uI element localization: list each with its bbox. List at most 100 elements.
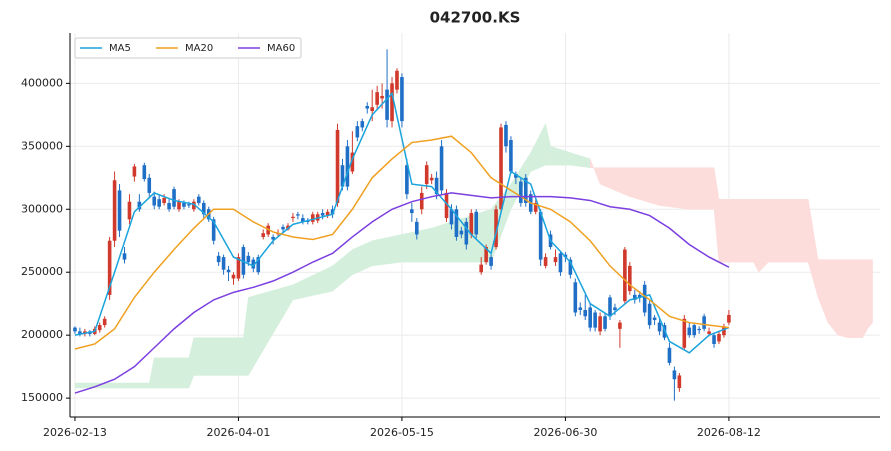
- candle-body: [182, 202, 186, 207]
- candle-body: [296, 214, 300, 216]
- candle-body: [479, 264, 483, 273]
- cloud-segment: [149, 357, 155, 389]
- candle-body: [717, 333, 721, 342]
- legend-label: MA5: [109, 43, 131, 54]
- candle-body: [380, 95, 384, 99]
- cloud-segment: [659, 167, 690, 210]
- candle-body: [499, 127, 503, 210]
- candle-body: [405, 165, 409, 195]
- cloud-segment: [471, 208, 492, 263]
- candle-body: [608, 297, 612, 317]
- candle-body: [519, 181, 523, 203]
- candle-body: [697, 328, 701, 331]
- candle-body: [355, 126, 360, 138]
- candle-body: [573, 282, 578, 313]
- candle-body: [429, 177, 434, 181]
- candle-body: [514, 174, 518, 178]
- candle-body: [434, 177, 439, 195]
- cloud-segment: [248, 284, 294, 377]
- candle-body: [722, 326, 726, 336]
- cloud-segment: [708, 167, 715, 210]
- cloud-segment: [188, 337, 195, 389]
- candle-body: [439, 146, 444, 191]
- candle-body: [73, 327, 77, 332]
- candle-body: [350, 152, 355, 172]
- candle-body: [424, 165, 429, 185]
- candle-body: [236, 257, 241, 279]
- cloud-segment: [292, 265, 333, 301]
- candle-body: [177, 201, 181, 210]
- candle-body: [464, 221, 469, 245]
- candle-body: [484, 247, 488, 263]
- candle-body: [360, 121, 365, 128]
- cloud-segment: [689, 167, 710, 210]
- candle-body: [137, 201, 142, 210]
- x-tick-label: 2026-02-13: [43, 426, 107, 439]
- candle-body: [172, 189, 176, 207]
- candle-body: [192, 201, 196, 210]
- cloud-segment: [768, 198, 809, 263]
- cloud-segment: [530, 123, 546, 172]
- cloud-segment: [817, 259, 829, 323]
- candle-body: [97, 325, 102, 331]
- x-tick-label: 2026-08-12: [697, 426, 761, 439]
- legend-label: MA20: [185, 43, 213, 54]
- candle-body: [588, 307, 592, 328]
- candle-body: [370, 107, 375, 112]
- candle-body: [271, 236, 275, 240]
- cloud-segment: [807, 199, 819, 298]
- candle-body: [558, 253, 563, 273]
- cloud-segment: [862, 259, 868, 339]
- candle-body: [395, 70, 399, 90]
- candle-body: [449, 209, 454, 225]
- axes: 150000 200000 250000 300000 350000 400000 2026…: [21, 33, 880, 439]
- candle-body: [489, 257, 493, 266]
- candle-body: [147, 177, 152, 193]
- cloud-segment: [847, 259, 863, 338]
- candle-body: [107, 240, 112, 295]
- candle-body: [167, 202, 171, 210]
- candle-body: [216, 255, 221, 263]
- candle-body: [459, 230, 464, 235]
- candle-body: [102, 318, 107, 326]
- candle-body: [162, 197, 166, 203]
- candle-body: [523, 177, 528, 203]
- candle-body: [543, 257, 548, 266]
- cloud-segment: [589, 158, 601, 185]
- candle-body: [197, 196, 201, 203]
- cloud-segment: [629, 167, 660, 206]
- y-tick-label: 350000: [21, 139, 63, 152]
- cloud-segment: [153, 357, 190, 389]
- candle-body: [494, 209, 498, 248]
- candle-body: [538, 211, 543, 260]
- candle-body: [345, 146, 350, 187]
- candle-body: [410, 209, 414, 214]
- cloud-segment: [332, 249, 353, 292]
- candle-body: [444, 192, 449, 219]
- candle-body: [553, 257, 558, 263]
- candle-body: [632, 294, 637, 300]
- chart-title: 042700.KS: [430, 9, 521, 27]
- candle-body: [628, 265, 632, 292]
- candle-body: [301, 218, 305, 222]
- candles: [73, 49, 731, 401]
- candle-body: [672, 370, 677, 380]
- candle-body: [291, 216, 295, 219]
- y-tick-label: 200000: [21, 328, 63, 341]
- candle-body: [652, 317, 657, 321]
- cloud: [74, 123, 873, 389]
- candle-body: [414, 221, 419, 235]
- candle-body: [702, 316, 706, 329]
- candle-body: [261, 233, 266, 237]
- candle-body: [454, 209, 459, 237]
- candle-body: [385, 89, 389, 120]
- candle-body: [375, 92, 379, 105]
- candle-body: [325, 211, 330, 216]
- candle-body: [122, 253, 127, 260]
- candle-body: [712, 335, 716, 344]
- candle-body: [687, 327, 692, 336]
- candle-body: [613, 307, 617, 310]
- cloud-segment: [758, 198, 769, 273]
- candle-body: [707, 331, 711, 334]
